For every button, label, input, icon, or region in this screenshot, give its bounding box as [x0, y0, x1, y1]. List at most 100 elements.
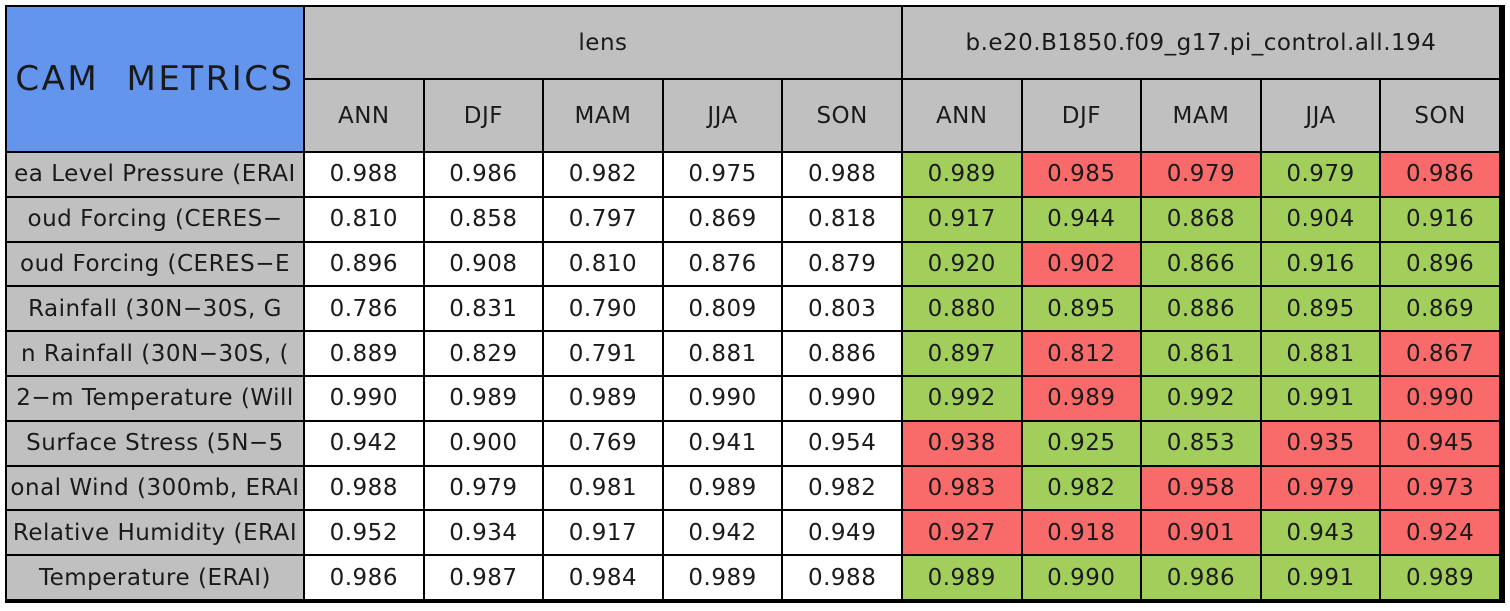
metric-cell-control: 0.866 [1142, 242, 1260, 286]
metric-cell-control: 0.935 [1261, 421, 1380, 465]
metric-cell-control: 0.989 [1381, 556, 1499, 599]
metric-cell-lens: 0.803 [783, 287, 901, 331]
metric-cell-control: 0.945 [1381, 421, 1499, 465]
metric-cell-lens: 0.797 [544, 197, 662, 241]
metric-cell-control: 0.881 [1261, 332, 1380, 375]
metric-cell-lens: 0.988 [783, 153, 901, 196]
metric-cell-lens: 0.986 [424, 153, 543, 196]
metric-cell-lens: 0.989 [663, 466, 782, 510]
metric-cell-lens: 0.810 [305, 197, 423, 241]
metric-cell-control: 0.924 [1381, 511, 1499, 555]
row-label: oud Forcing (CERES− [7, 197, 303, 241]
season-header-control-jja: JJA [1261, 80, 1380, 151]
table-title: CAM METRICS [7, 7, 303, 151]
row-label: Temperature (ERAI) [7, 556, 303, 599]
metric-cell-control: 0.880 [902, 287, 1021, 331]
metric-cell-control: 0.944 [1022, 197, 1141, 241]
metric-cell-control: 0.982 [1022, 466, 1141, 510]
metric-cell-lens: 0.952 [305, 511, 423, 555]
metric-cell-lens: 0.810 [544, 242, 662, 286]
metric-cell-lens: 0.791 [544, 332, 662, 375]
metric-cell-control: 0.868 [1142, 197, 1260, 241]
metric-cell-lens: 0.990 [663, 376, 782, 420]
metric-cell-control: 0.992 [1142, 376, 1260, 420]
row-label: Relative Humidity (ERAI [7, 511, 303, 555]
row-label: ea Level Pressure (ERAI [7, 153, 303, 196]
metric-cell-lens: 0.769 [544, 421, 662, 465]
metric-cell-lens: 0.984 [544, 556, 662, 599]
metric-cell-lens: 0.934 [424, 511, 543, 555]
season-header-control-mam: MAM [1142, 80, 1260, 151]
metric-cell-lens: 0.990 [305, 376, 423, 420]
season-header-lens-mam: MAM [544, 80, 662, 151]
metric-cell-lens: 0.988 [783, 556, 901, 599]
season-header-lens-ann: ANN [305, 80, 423, 151]
metric-cell-lens: 0.896 [305, 242, 423, 286]
metric-cell-lens: 0.979 [424, 466, 543, 510]
metric-cell-control: 0.943 [1261, 511, 1380, 555]
metric-cell-control: 0.897 [902, 332, 1021, 375]
metric-cell-lens: 0.986 [305, 556, 423, 599]
metric-cell-lens: 0.941 [663, 421, 782, 465]
metric-cell-lens: 0.829 [424, 332, 543, 375]
metric-cell-control: 0.938 [902, 421, 1021, 465]
metric-cell-control: 0.895 [1022, 287, 1141, 331]
metric-cell-lens: 0.858 [424, 197, 543, 241]
metric-cell-lens: 0.988 [305, 466, 423, 510]
metric-cell-lens: 0.975 [663, 153, 782, 196]
metric-cell-lens: 0.982 [544, 153, 662, 196]
season-header-lens-djf: DJF [424, 80, 543, 151]
row-label: Rainfall (30N−30S, G [7, 287, 303, 331]
metric-cell-control: 0.985 [1022, 153, 1141, 196]
metric-cell-lens: 0.987 [424, 556, 543, 599]
season-header-lens-son: SON [783, 80, 901, 151]
metric-cell-control: 0.917 [902, 197, 1021, 241]
metric-cell-control: 0.869 [1381, 287, 1499, 331]
metric-cell-control: 0.992 [902, 376, 1021, 420]
metric-cell-lens: 0.908 [424, 242, 543, 286]
row-label: Surface Stress (5N−5 [7, 421, 303, 465]
metric-cell-control: 0.979 [1142, 153, 1260, 196]
metric-cell-control: 0.989 [902, 556, 1021, 599]
column-group-lens: lens [305, 7, 901, 78]
metric-cell-control: 0.925 [1022, 421, 1141, 465]
metric-cell-control: 0.901 [1142, 511, 1260, 555]
metric-cell-lens: 0.989 [544, 376, 662, 420]
row-label: n Rainfall (30N−30S, ( [7, 332, 303, 375]
metric-cell-control: 0.916 [1381, 197, 1499, 241]
metric-cell-lens: 0.876 [663, 242, 782, 286]
metric-cell-lens: 0.988 [305, 153, 423, 196]
season-header-control-son: SON [1381, 80, 1499, 151]
metric-cell-lens: 0.889 [305, 332, 423, 375]
metric-cell-lens: 0.818 [783, 197, 901, 241]
metric-cell-lens: 0.809 [663, 287, 782, 331]
metric-cell-lens: 0.900 [424, 421, 543, 465]
metric-cell-control: 0.918 [1022, 511, 1141, 555]
metric-cell-control: 0.973 [1381, 466, 1499, 510]
row-label: oud Forcing (CERES−E [7, 242, 303, 286]
metric-cell-lens: 0.881 [663, 332, 782, 375]
row-label: 2−m Temperature (Will [7, 376, 303, 420]
metric-cell-control: 0.896 [1381, 242, 1499, 286]
metric-cell-lens: 0.981 [544, 466, 662, 510]
metric-cell-control: 0.861 [1142, 332, 1260, 375]
metric-cell-control: 0.991 [1261, 556, 1380, 599]
column-group-control-run: b.e20.B1850.f09_g17.pi_control.all.194 [902, 7, 1499, 78]
metric-cell-control: 0.958 [1142, 466, 1260, 510]
metric-cell-lens: 0.949 [783, 511, 901, 555]
metric-cell-lens: 0.954 [783, 421, 901, 465]
metric-cell-control: 0.990 [1022, 556, 1141, 599]
metric-cell-control: 0.927 [902, 511, 1021, 555]
metric-cell-control: 0.904 [1261, 197, 1380, 241]
metric-cell-control: 0.983 [902, 466, 1021, 510]
metric-cell-control: 0.986 [1142, 556, 1260, 599]
season-header-lens-jja: JJA [663, 80, 782, 151]
metric-cell-control: 0.920 [902, 242, 1021, 286]
metric-cell-lens: 0.989 [424, 376, 543, 420]
metric-cell-control: 0.990 [1381, 376, 1499, 420]
metric-cell-control: 0.979 [1261, 153, 1380, 196]
metric-cell-control: 0.867 [1381, 332, 1499, 375]
metric-cell-lens: 0.990 [783, 376, 901, 420]
metric-cell-control: 0.853 [1142, 421, 1260, 465]
metric-cell-control: 0.979 [1261, 466, 1380, 510]
